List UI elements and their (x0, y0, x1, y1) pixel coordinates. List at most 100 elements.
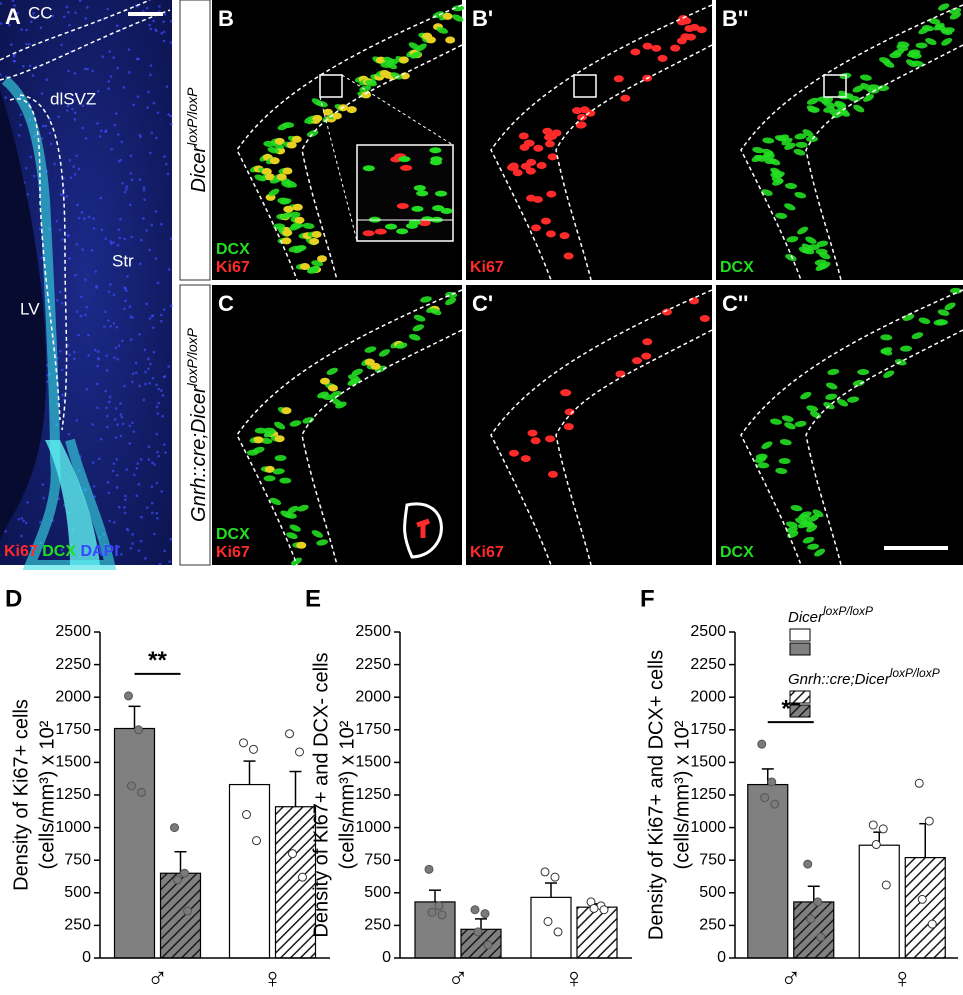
cell (520, 455, 531, 463)
cell (935, 319, 948, 326)
nucleus (67, 69, 70, 73)
cell (379, 69, 390, 77)
nucleus (139, 539, 143, 543)
cell (302, 222, 315, 229)
nucleus (115, 458, 118, 461)
cell (435, 190, 448, 197)
data-point (483, 940, 493, 950)
cell (512, 169, 523, 177)
cell (950, 287, 963, 294)
nucleus (96, 406, 99, 410)
cell (900, 345, 913, 352)
nucleus (136, 95, 140, 99)
nucleus (90, 249, 94, 252)
cell (331, 112, 342, 120)
nucleus (67, 432, 71, 436)
nucleus (61, 238, 64, 241)
cell (525, 167, 536, 175)
nucleus (158, 5, 161, 8)
stain-label: Ki67 (470, 259, 504, 276)
nucleus (125, 468, 129, 471)
cell (408, 219, 421, 226)
cell (699, 315, 710, 323)
nucleus (109, 283, 112, 286)
chart: E Density of Ki67+ and DCX- cells (cells/m… (305, 585, 632, 993)
cell (681, 17, 692, 25)
nucleus (80, 211, 84, 214)
nucleus (96, 364, 99, 368)
nucleus (112, 241, 115, 244)
nucleus (162, 30, 166, 34)
y-axis-label: (cells/mm³) x 10² (36, 720, 58, 869)
cell (530, 437, 541, 445)
nucleus (140, 238, 143, 242)
cell (816, 240, 829, 247)
nucleus (113, 417, 117, 421)
bar (159, 872, 202, 959)
nucleus (136, 462, 140, 465)
nucleus (106, 480, 110, 484)
bar (747, 783, 789, 959)
cell (282, 167, 293, 175)
nucleus (157, 387, 161, 391)
cell (819, 261, 831, 270)
nucleus (138, 332, 141, 336)
region-label: LV (20, 299, 40, 318)
cell (546, 190, 557, 198)
nucleus (75, 154, 79, 158)
nucleus (4, 530, 7, 533)
cell (577, 113, 588, 121)
nucleus (155, 481, 159, 485)
nucleus (153, 463, 156, 466)
data-point (878, 824, 888, 834)
cell (359, 85, 372, 92)
stain-label: DCX (720, 259, 754, 276)
cell (912, 60, 924, 67)
nucleus (66, 344, 70, 347)
image-panel: C'' DCX (716, 285, 963, 566)
nucleus (26, 501, 29, 504)
cell (940, 28, 953, 35)
cell (545, 230, 556, 238)
cell (415, 43, 427, 52)
data-point (137, 787, 146, 797)
nucleus (81, 126, 85, 130)
nucleus (130, 178, 134, 182)
nucleus (130, 235, 133, 239)
image-background (212, 285, 462, 565)
cell (827, 368, 840, 376)
cell (408, 333, 421, 341)
nucleus (99, 196, 103, 200)
nucleus (40, 256, 44, 260)
y-axis-label: Density of Ki67+ and DCX- cells (310, 652, 332, 937)
bar (228, 783, 271, 959)
nucleus (45, 78, 49, 82)
nucleus (112, 321, 116, 325)
nucleus (140, 515, 143, 519)
data-point (437, 910, 447, 920)
cell (572, 107, 583, 115)
cell (815, 248, 828, 255)
nucleus (106, 425, 109, 429)
nucleus (29, 155, 33, 159)
nucleus (115, 486, 119, 489)
nucleus (154, 257, 158, 260)
nucleus (33, 17, 37, 20)
stain-label: Ki67 (216, 259, 250, 276)
cell (252, 446, 265, 454)
nucleus (68, 353, 71, 357)
nucleus (20, 28, 23, 31)
cell (680, 33, 691, 41)
panel-label: B' (472, 6, 493, 31)
nucleus (114, 346, 118, 350)
nucleus (168, 560, 171, 563)
image-background (716, 0, 963, 280)
nucleus (96, 122, 99, 125)
nucleus (137, 57, 140, 61)
panel-label: E (305, 585, 321, 612)
y-tick-label: 250 (364, 917, 391, 934)
cell (689, 297, 700, 305)
cell (362, 230, 375, 237)
cell (561, 389, 572, 397)
data-point (473, 927, 483, 937)
